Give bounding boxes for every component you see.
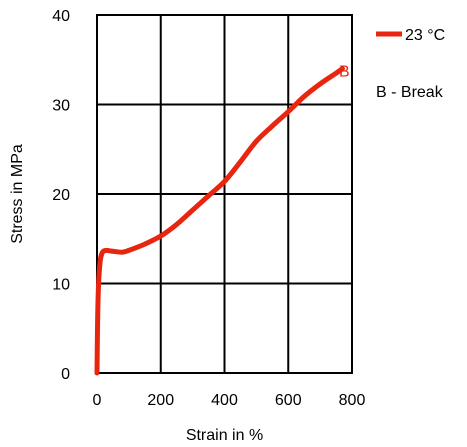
- x-tick-label: 800: [339, 392, 366, 409]
- legend-label: 23 °C: [405, 27, 445, 44]
- y-tick-label: 40: [52, 8, 70, 25]
- x-axis-title: Strain in %: [186, 427, 263, 444]
- break-note: B - Break: [376, 84, 444, 101]
- break-marker: B: [339, 63, 350, 80]
- grid: [96, 14, 353, 374]
- y-tick-label: 20: [52, 187, 70, 204]
- x-tick-label: 0: [93, 392, 102, 409]
- series-line-23c: [94, 66, 345, 376]
- series-layer: [94, 66, 345, 376]
- legend: 23 °C: [376, 27, 445, 44]
- tick-labels: 0 200 400 600 800 0 10 20 30 40: [52, 8, 365, 409]
- x-tick-label: 200: [147, 392, 174, 409]
- plot-frame: [96, 14, 353, 374]
- y-tick-label: 10: [52, 277, 70, 294]
- x-tick-label: 400: [211, 392, 238, 409]
- y-tick-label: 30: [52, 98, 70, 115]
- y-axis-title: Stress in MPa: [9, 144, 26, 244]
- y-tick-label: 0: [61, 366, 70, 383]
- x-tick-label: 600: [275, 392, 302, 409]
